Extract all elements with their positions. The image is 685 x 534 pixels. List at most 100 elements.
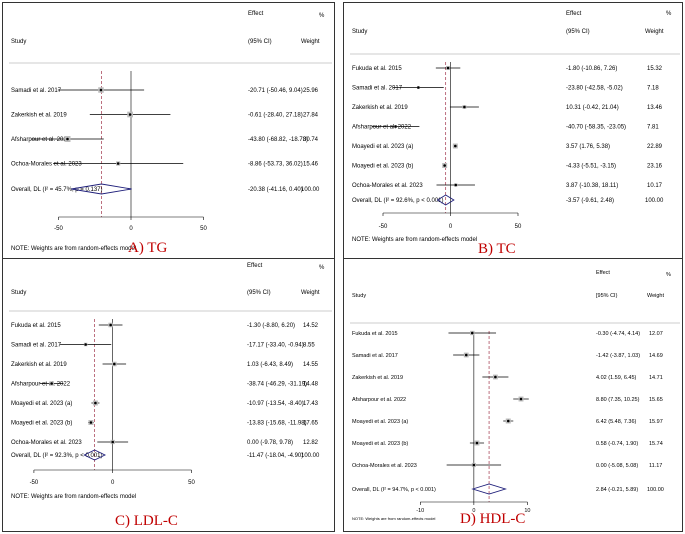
study-weight: 15.46 [303,162,319,168]
study-effect-ci: 6.42 (5.48, 7.36) [596,419,637,425]
overall-weight: 100.00 [645,198,664,204]
x-tick-label: 50 [515,224,522,230]
effect-point [443,164,446,167]
study-effect-ci: -4.33 (-5.51, -3.15) [566,164,616,170]
overall-effect-ci: -3.57 (-9.61, 2.48) [566,198,614,204]
study-name: Fukuda et al. 2015 [11,323,61,329]
study-weight: 23.16 [647,164,663,170]
header-weight: Weight [647,293,664,299]
study-weight: 30.74 [303,137,319,143]
panel-caption-ldl: C) LDL-C [115,513,178,529]
forest-plot-ldl: Effect (95% CI)% Weight Study Fukuda et al. … [9,263,332,500]
study-effect-ci: -0.30 (-4.74, 4.14) [596,331,640,337]
effect-point [506,419,510,423]
forest-plot-hdl: Effect [95% CI)% Weight Study Fukuda et al. … [350,270,680,521]
effect-point [113,362,116,366]
study-name: Moayedi et al. 2023 (a) [352,144,413,150]
effect-point [417,86,420,89]
effect-point [446,66,450,70]
effect-point [99,88,103,92]
study-name: Samadi et al. 2017 [11,343,62,349]
study-name: Zakerkish et al. 2019 [11,362,67,368]
study-effect-ci: 1.03 (-6.43, 8.49) [247,362,293,368]
study-effect-ci: -1.42 (-3.87, 1.03) [596,353,640,359]
header-ci: (95% CI) [566,29,590,35]
study-weight: 8.55 [303,343,315,349]
study-effect-ci: 3.57 (1.76, 5.38) [566,144,610,150]
header-percent: % [319,13,325,19]
header-study: Study [352,293,366,299]
x-tick-label: 0 [129,226,133,232]
study-weight: 11.17 [649,463,662,469]
header-percent: % [319,265,325,271]
header-percent: % [666,11,672,17]
study-effect-ci: 0.00 (-9.78, 9.78) [247,440,293,446]
overall-label: Overall, DL (I² = 45.7%, p = 0.137) [11,187,103,193]
study-name: Afsharpour et al. 2022 [352,397,406,403]
study-name: Moayedi et al. 2023 (b) [352,164,413,170]
study-effect-ci: -0.61 (-28.40, 27.18) [248,113,303,119]
study-effect-ci: -1.80 (-10.86, 7.26) [566,66,617,72]
effect-point [116,162,120,165]
study-weight: 10.17 [647,183,663,189]
study-effect-ci: 8.80 (7.35, 10.25) [596,397,640,403]
study-effect-ci: -17.17 (-33.40, -0.94) [247,343,304,349]
study-name: Moayedi et al. 2023 (b) [352,441,408,447]
study-effect-ci: 4.02 (1.59, 6.45) [596,375,637,381]
study-weight: 17.43 [303,401,319,407]
effect-point [111,440,114,444]
study-name: Fukuda et al. 2015 [352,66,402,72]
header-percent: % [666,272,671,278]
effect-point [128,113,132,116]
study-effect-ci: -13.83 (-15.68, -11.98) [247,421,307,427]
overall-label: Overall, DL (I² = 94.7%, p < 0.001) [352,487,436,493]
study-name: Moayedi et al. 2023 (b) [11,421,72,427]
overall-weight: 100.00 [301,453,320,459]
panel-caption-tc: B) TC [478,241,516,257]
header-ci: (95% CI) [248,39,272,45]
study-weight: 27.84 [303,113,319,119]
x-tick-label: 0 [472,508,475,514]
x-tick-label: 10 [524,508,530,514]
overall-weight: 100.00 [301,187,320,193]
effect-point [463,105,466,109]
study-weight: 14.71 [649,375,663,381]
study-weight: 17.65 [303,421,319,427]
header-ci: [95% CI) [596,293,618,299]
effect-point [494,375,497,379]
study-name: Zakerkish et al. 2019 [11,113,67,119]
effect-point [394,125,397,128]
effect-point [89,421,93,424]
forest-panel-hdl: Effect [95% CI)% Weight Study Fukuda et al. … [343,258,683,532]
study-name: Ochoa-Morales et al. 2023 [352,183,423,189]
study-weight: 22.89 [647,144,663,150]
weights-note: NOTE: Weights are from random-effects mo… [11,246,136,252]
header-effect: Effect [247,263,263,269]
header-study: Study [352,29,367,35]
study-effect-ci: -1.30 (-8.80, 6.20) [247,323,295,329]
header-weight: Weight [645,29,664,35]
effect-point [472,463,476,467]
study-weight: 12.82 [303,440,319,446]
header-study: Study [11,290,26,296]
x-tick-label: 50 [188,480,195,486]
study-effect-ci: -10.97 (-13.54, -8.40) [247,401,304,407]
study-weight: 14.55 [303,362,319,368]
effect-point [475,441,479,445]
header-weight: Weight [301,290,320,296]
effect-point [94,401,97,405]
overall-diamond [71,183,132,195]
x-tick-label: -50 [30,480,39,486]
header-effect: Effect [596,270,610,276]
study-name: Samadi et al. 2017 [352,86,403,92]
study-effect-ci: 0.00 (-5.08, 5.08) [596,463,638,469]
effect-point [66,137,69,141]
study-name: Afsharpour et al. 2022 [11,137,71,143]
x-tick-label: -50 [379,224,388,230]
overall-effect-ci: -20.38 (-41.16, 0.40) [248,187,303,193]
weights-note: NOTE: Weights are from random-effects mo… [11,494,136,500]
study-name: Zakerkish et al. 2019 [352,105,408,111]
study-weight: 15.65 [649,397,663,403]
overall-label: Overall, DL (I² = 92.6%, p < 0.001) [352,198,444,204]
study-weight: 7.18 [647,86,659,92]
